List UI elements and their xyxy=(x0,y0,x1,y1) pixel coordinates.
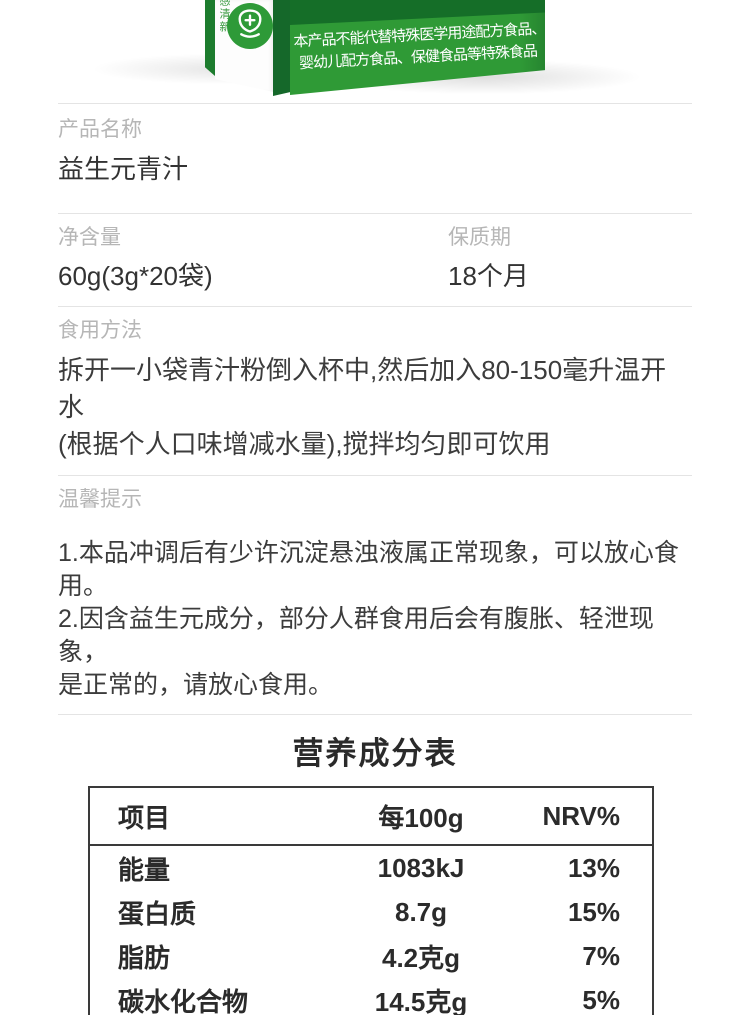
tips-line2: 2.因含益生元成分，部分人群食用后会有腹胀、轻泄现象， xyxy=(58,605,654,666)
nutrient-name: 脂肪 xyxy=(118,942,171,973)
nutrient-nrv: 7% xyxy=(582,940,620,971)
nutrition-table: 项目 每100g NRV% 能量 1083kJ 13% 蛋白质 8.7g 15%… xyxy=(88,786,654,1015)
nutrient-name: 碳水化合物 xyxy=(118,986,249,1015)
box-front-face: 本产品不能代替特殊医学用途配方食品、 婴幼儿配方食品、保健食品等特殊食品 xyxy=(290,0,546,96)
nutrient-amount: 1083kJ xyxy=(377,852,465,883)
box-corner-edge xyxy=(273,0,290,96)
net-content-column: 净含量 60g(3g*20袋) xyxy=(58,226,448,292)
leaf-plus-icon xyxy=(231,5,269,48)
section-usage: 食用方法 拆开一小袋青汁粉倒入杯中,然后加入80-150毫升温开水 (根据个人口… xyxy=(58,307,692,475)
shelf-life-column: 保质期 18个月 xyxy=(448,226,692,292)
usage-line2: (根据个人口味增减水量),搅拌均匀即可饮用 xyxy=(58,429,551,459)
product-name-value: 益生元青汁 xyxy=(58,154,189,184)
nutrient-nrv: 15% xyxy=(567,896,620,927)
divider xyxy=(58,714,692,715)
tips-text: 1.本品冲调后有少许沉淀悬浊液属正常现象，可以放心食用。 2.因含益生元成分，部… xyxy=(58,537,692,702)
box-left-edge xyxy=(205,0,215,76)
usage-line1: 拆开一小袋青汁粉倒入杯中,然后加入80-150毫升温开水 xyxy=(58,355,667,422)
nutrition-section: 营养成分表 项目 每100g NRV% 能量 1083kJ 13% 蛋白质 8.… xyxy=(0,738,750,1015)
product-name-label: 产品名称 xyxy=(58,118,142,141)
section-product-name: 产品名称 益生元青汁 xyxy=(58,104,692,213)
nutrition-table-body: 能量 1083kJ 13% 蛋白质 8.7g 15% 脂肪 4.2克g 7% 碳… xyxy=(90,846,652,1015)
net-content-label: 净含量 xyxy=(58,226,121,249)
shelf-life-label: 保质期 xyxy=(448,226,511,249)
nutrient-amount: 14.5克g xyxy=(374,986,468,1015)
divider xyxy=(58,475,692,476)
header-per-100g: 每100g xyxy=(378,802,464,833)
spec-sections: 产品名称 益生元青汁 净含量 60g(3g*20袋) 保质期 18个月 食用方法… xyxy=(58,103,692,715)
product-box: 感清新 本产品不能代替特殊医学用途配方食品、 xyxy=(80,0,655,100)
nutrient-amount: 4.2克g xyxy=(381,942,461,973)
net-content-value: 60g(3g*20袋) xyxy=(58,261,213,291)
nutrition-table-header: 项目 每100g NRV% xyxy=(90,788,652,846)
usage-text: 拆开一小袋青汁粉倒入杯中,然后加入80-150毫升温开水 (根据个人口味增减水量… xyxy=(58,352,692,463)
shelf-life-value: 18个月 xyxy=(448,261,529,291)
product-box-image: 感清新 本产品不能代替特殊医学用途配方食品、 xyxy=(0,0,750,103)
nutrition-table-row: 脂肪 4.2克g 7% xyxy=(90,934,652,978)
nutrient-name: 蛋白质 xyxy=(118,898,197,929)
nutrition-table-row: 碳水化合物 14.5克g 5% xyxy=(90,978,652,1015)
section-net-content-shelf-life: 净含量 60g(3g*20袋) 保质期 18个月 xyxy=(58,214,692,306)
nutrition-title: 营养成分表 xyxy=(292,736,458,771)
divider xyxy=(58,213,692,214)
divider xyxy=(58,306,692,307)
brand-logo-badge xyxy=(227,3,273,49)
tips-line1: 1.本品冲调后有少许沉淀悬浊液属正常现象，可以放心食用。 xyxy=(58,539,679,600)
header-item: 项目 xyxy=(118,802,171,833)
nutrient-nrv: 13% xyxy=(567,852,620,883)
usage-label: 食用方法 xyxy=(58,319,142,342)
nutrient-nrv: 5% xyxy=(582,984,620,1015)
tips-label: 温馨提示 xyxy=(58,488,142,511)
box-side-panel: 感清新 xyxy=(215,0,273,92)
tips-line3: 是正常的，请放心食用。 xyxy=(58,671,334,699)
header-nrv: NRV% xyxy=(542,800,620,831)
nutrient-name: 能量 xyxy=(118,854,171,885)
nutrient-amount: 8.7g xyxy=(394,896,448,927)
section-tips: 温馨提示 1.本品冲调后有少许沉淀悬浊液属正常现象，可以放心食用。 2.因含益生… xyxy=(58,476,692,714)
nutrition-table-row: 蛋白质 8.7g 15% xyxy=(90,890,652,934)
nutrition-table-row: 能量 1083kJ 13% xyxy=(90,846,652,890)
divider xyxy=(58,103,692,104)
